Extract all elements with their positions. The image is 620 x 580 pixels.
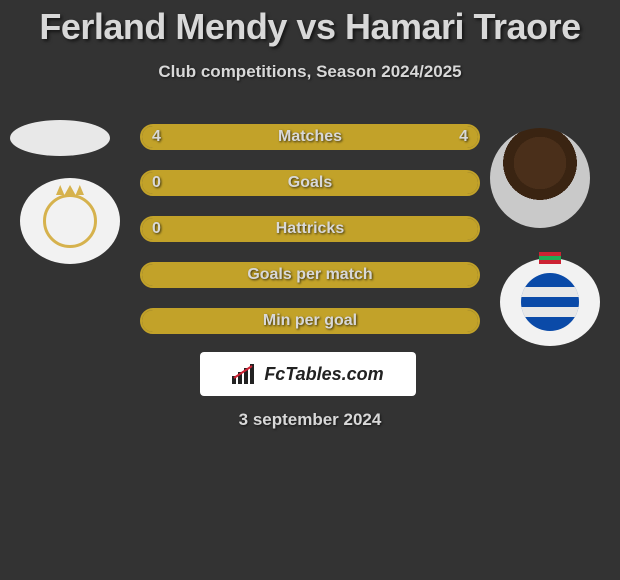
- stat-bar-list: 4 4 Matches 0 Goals 0 Hattricks Goals per match…: [140, 124, 480, 354]
- date-line: 3 september 2024: [0, 410, 620, 430]
- stat-bar: 4 4 Matches: [140, 124, 480, 150]
- page-title: Ferland Mendy vs Hamari Traore: [0, 0, 620, 48]
- stat-label: Hattricks: [276, 220, 344, 238]
- page-subtitle: Club competitions, Season 2024/2025: [0, 62, 620, 82]
- stat-label: Matches: [278, 128, 342, 146]
- club-crest-left: [20, 178, 120, 264]
- stat-bar: Min per goal: [140, 308, 480, 334]
- club-crest-right: [500, 258, 600, 346]
- bars-icon: [232, 364, 258, 384]
- ball-icon: [521, 273, 579, 331]
- player-avatar-right: [490, 128, 590, 228]
- stat-label: Goals per match: [247, 266, 372, 284]
- flag-icon: [539, 252, 561, 264]
- stripe-icon: [521, 307, 579, 317]
- stat-value-left: 0: [152, 174, 161, 192]
- brand-box[interactable]: FcTables.com: [200, 352, 416, 396]
- crest-ring-icon: [43, 194, 97, 248]
- stat-label: Min per goal: [263, 312, 357, 330]
- player-avatar-left: [10, 120, 110, 156]
- stat-label: Goals: [288, 174, 332, 192]
- stat-value-left: 0: [152, 220, 161, 238]
- stat-value-right: 4: [459, 128, 468, 146]
- stat-bar: 0 Goals: [140, 170, 480, 196]
- brand-text: FcTables.com: [264, 364, 383, 385]
- crown-icon: [56, 185, 84, 195]
- stat-bar: Goals per match: [140, 262, 480, 288]
- stat-bar: 0 Hattricks: [140, 216, 480, 242]
- stat-value-left: 4: [152, 128, 161, 146]
- stripe-icon: [521, 287, 579, 297]
